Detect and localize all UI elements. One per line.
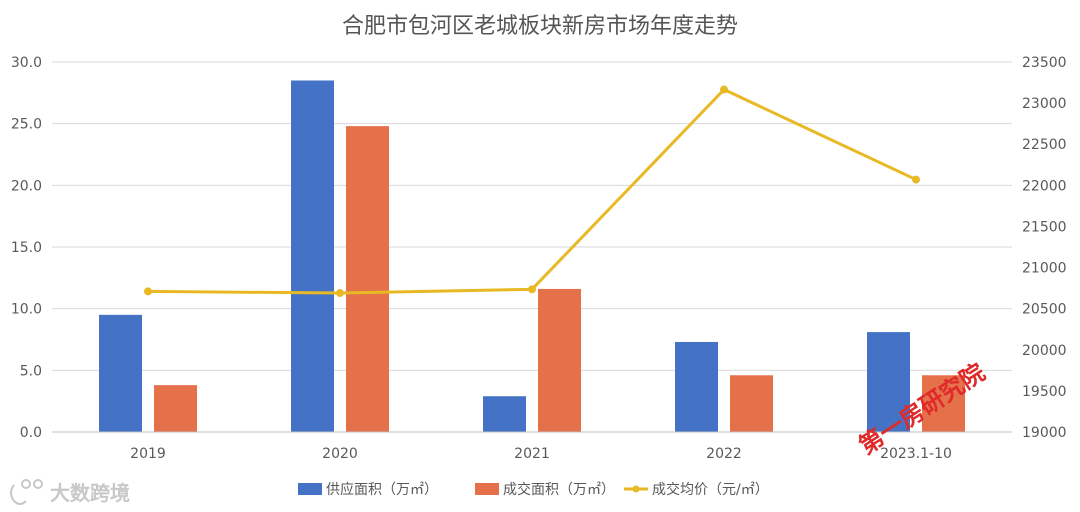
legend-swatch <box>475 483 499 495</box>
legend-label: 成交均价（元/㎡） <box>652 481 769 498</box>
legend-marker <box>632 485 640 493</box>
watermark: 大数跨境 <box>10 479 130 505</box>
x-axis: 2019 2020 2021 2022 2023.1-10 <box>52 431 1012 462</box>
bar <box>675 341 718 432</box>
x-tick-label: 2021 <box>514 446 550 462</box>
y-right-tick-label: 20500 <box>1022 302 1067 318</box>
y-axis-right: 19000 19500 20000 20500 21000 21500 22000 22500… <box>1022 55 1067 441</box>
legend-swatch <box>298 483 322 495</box>
line-point <box>528 285 536 294</box>
bar <box>99 314 142 432</box>
line-point <box>336 289 344 298</box>
legend-item: 供应面积（万㎡） <box>298 481 438 498</box>
y-right-tick-label: 23500 <box>1022 55 1067 71</box>
gridlines <box>52 61 1012 433</box>
y-axis-left: 0.0 5.0 10.0 15.0 20.0 25.0 30.0 <box>11 55 42 441</box>
watermark-logo-icon <box>10 479 43 505</box>
price-line <box>144 85 920 298</box>
bars <box>99 80 965 432</box>
y-right-tick-label: 20000 <box>1022 343 1067 359</box>
y-right-tick-label: 19000 <box>1022 425 1067 441</box>
line-point <box>912 175 920 184</box>
y-left-tick-label: 25.0 <box>11 117 42 133</box>
bar <box>867 332 910 432</box>
y-left-tick-label: 30.0 <box>11 55 42 71</box>
y-right-tick-label: 19500 <box>1022 384 1067 400</box>
line-point <box>720 85 728 94</box>
y-right-tick-label: 21500 <box>1022 219 1067 235</box>
bar <box>730 375 773 432</box>
chart-title: 合肥市包河区老城板块新房市场年度走势 <box>342 14 738 39</box>
y-left-tick-label: 0.0 <box>20 425 42 441</box>
x-tick-label: 2022 <box>706 446 742 462</box>
bar <box>922 375 965 432</box>
line-point <box>144 287 152 296</box>
y-right-tick-label: 22000 <box>1022 178 1067 194</box>
x-tick-label: 2020 <box>322 446 358 462</box>
y-left-tick-label: 20.0 <box>11 178 42 194</box>
y-right-tick-label: 23000 <box>1022 96 1067 112</box>
legend-label: 供应面积（万㎡） <box>326 481 438 498</box>
bar <box>483 396 526 432</box>
watermark-text: 大数跨境 <box>50 481 130 505</box>
y-left-tick-label: 15.0 <box>11 240 42 256</box>
legend-item: 成交均价（元/㎡） <box>624 481 769 498</box>
legend-label: 成交面积（万㎡） <box>503 481 615 498</box>
x-tick-label: 2023.1-10 <box>880 446 952 462</box>
line-series <box>147 88 917 295</box>
y-right-tick-label: 22500 <box>1022 137 1067 153</box>
y-left-tick-label: 5.0 <box>20 363 42 379</box>
legend: 供应面积（万㎡） 成交面积（万㎡） 成交均价（元/㎡） <box>298 481 769 498</box>
bar <box>346 126 389 432</box>
y-right-tick-label: 21000 <box>1022 261 1067 277</box>
legend-item: 成交面积（万㎡） <box>475 481 615 498</box>
bar <box>538 288 581 432</box>
y-left-tick-label: 10.0 <box>11 302 42 318</box>
bar <box>154 385 197 432</box>
x-tick-label: 2019 <box>130 446 166 462</box>
bar <box>291 80 334 432</box>
